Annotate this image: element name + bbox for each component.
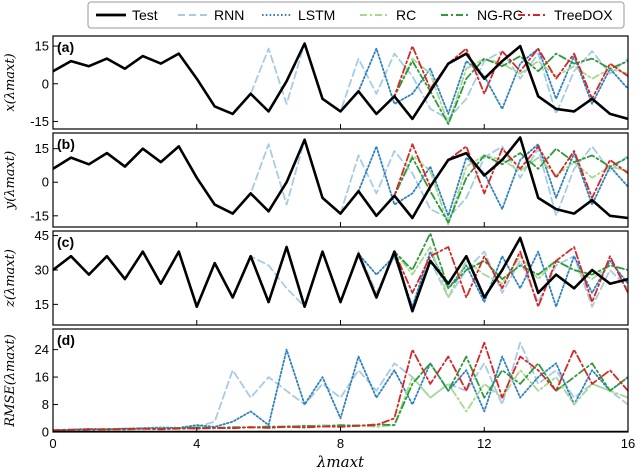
y-tick-label: 16 — [35, 370, 49, 385]
legend-entry-rc: RC — [360, 7, 416, 23]
panel-label: (c) — [57, 234, 74, 250]
y-tick-label: 15 — [35, 297, 49, 312]
legend-label: Test — [132, 7, 158, 23]
x-tick-label: 16 — [621, 436, 635, 451]
legend-label: RNN — [214, 7, 244, 23]
y-tick-label: 0 — [42, 175, 49, 190]
panel-label: (d) — [57, 332, 75, 348]
legend-label: LSTM — [298, 7, 335, 23]
legend-label: TreeDOX — [554, 7, 613, 23]
y-tick-label: 15 — [35, 141, 49, 156]
legend-entry-ng-rc: NG-RC — [441, 7, 523, 23]
legend-entry-lstm: LSTM — [262, 7, 335, 23]
y-tick-label: -15 — [30, 208, 49, 223]
series-line-treedox — [53, 341, 628, 432]
y-tick-label: 8 — [42, 397, 49, 412]
y-tick-label: 30 — [35, 262, 49, 277]
legend-entry-test: Test — [96, 7, 158, 23]
y-axis-label: z(λmaxt) — [3, 249, 18, 308]
series-line-test — [53, 42, 628, 121]
x-tick-label: 4 — [193, 436, 200, 451]
y-axis-label: y(λmaxt) — [3, 151, 18, 210]
panel-label: (b) — [57, 136, 75, 152]
x-tick-label: 8 — [337, 436, 344, 451]
panels: 15 0 -15 (a) x(λmaxt) 15 0 -15 (b) y(λmaxt) 45 30 15… — [3, 35, 629, 440]
series-line-treedox — [53, 42, 628, 115]
y-tick-label: 24 — [35, 342, 49, 357]
series-line-test — [53, 236, 628, 313]
legend-label: RC — [396, 7, 416, 23]
x-tick-label: 0 — [49, 436, 56, 451]
series-line-lstm — [53, 348, 628, 432]
y-tick-label: -15 — [30, 114, 49, 129]
panel-label: (a) — [57, 39, 74, 55]
x-axis-label: λmaxt — [316, 453, 365, 471]
series-line-rc — [53, 369, 628, 432]
panel-b: 15 0 -15 (b) y(λmaxt) — [3, 132, 629, 228]
axes-frame — [52, 35, 629, 130]
y-tick-label: 0 — [42, 76, 49, 91]
y-tick-label: 15 — [35, 39, 49, 54]
legend-entry-treedox: TreeDOX — [518, 7, 613, 23]
y-axis-label: RMSE(λmaxt) — [3, 334, 18, 428]
panel-a: 15 0 -15 (a) x(λmaxt) — [3, 35, 629, 130]
series-line-ng-rc — [53, 355, 628, 432]
axes-frame — [52, 230, 629, 326]
y-tick-label: 45 — [35, 228, 49, 243]
panel-c: 45 30 15 (c) z(λmaxt) — [3, 228, 629, 326]
y-tick-label: 0 — [42, 425, 49, 440]
x-axis: 0 4 8 12 16 λmaxt — [49, 436, 635, 471]
x-tick-label: 12 — [477, 436, 491, 451]
legend-label: NG-RC — [477, 7, 523, 23]
legend-box — [87, 1, 625, 29]
legend-entry-rnn: RNN — [178, 7, 244, 23]
series-line-test — [53, 136, 628, 220]
y-axis-label: x(λmaxt) — [3, 53, 18, 111]
legend: Test RNN LSTM RC NG-RC TreeDOX — [87, 1, 625, 29]
panel-d: 24 16 8 0 (d) RMSE(λmaxt) — [3, 328, 629, 440]
